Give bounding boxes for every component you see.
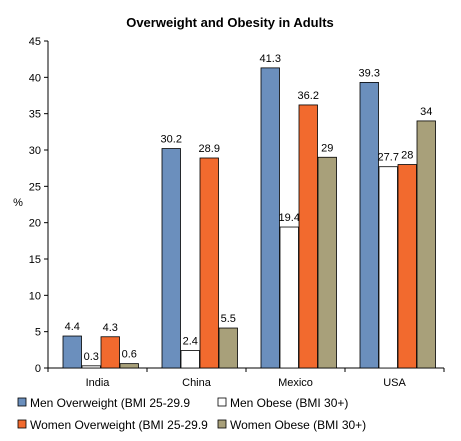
bar xyxy=(397,164,417,369)
data-label: 41.3 xyxy=(260,53,281,65)
bar xyxy=(161,148,181,369)
data-label: 30.2 xyxy=(161,134,182,146)
x-tick-label: USA xyxy=(383,377,406,389)
bar xyxy=(119,363,139,369)
bar xyxy=(260,67,280,369)
bar xyxy=(81,365,101,369)
legend-label: Men Obese (BMI 30+) xyxy=(230,396,348,410)
x-tick-label: Mexico xyxy=(278,377,313,389)
bar xyxy=(317,156,337,369)
x-tick-label: India xyxy=(86,377,111,389)
legend-label: Women Overweight (BMI 25-29.9 xyxy=(30,418,208,432)
data-label: 27.7 xyxy=(378,152,399,164)
bar xyxy=(100,336,120,369)
data-label: 2.4 xyxy=(183,336,198,348)
data-label: 0.3 xyxy=(84,351,99,363)
legend: Men Overweight (BMI 25-29.9 Men Obese (BM… xyxy=(17,396,366,432)
legend-swatch xyxy=(217,397,227,407)
bar xyxy=(199,157,219,369)
data-label: 29 xyxy=(321,142,333,154)
y-tick-label: 30 xyxy=(29,145,41,157)
data-label: 28 xyxy=(401,150,413,162)
legend-label: Women Obese (BMI 30+) xyxy=(230,418,366,432)
y-tick-label: 35 xyxy=(29,109,41,121)
legend-swatch xyxy=(217,419,227,429)
data-label: 36.2 xyxy=(298,90,319,102)
y-tick-label: 40 xyxy=(29,72,41,84)
bar xyxy=(62,335,82,369)
y-tick-label: 25 xyxy=(29,181,41,193)
data-label: 4.3 xyxy=(103,322,118,334)
bar xyxy=(378,166,398,369)
data-label: 19.4 xyxy=(279,212,300,224)
bar xyxy=(218,327,238,369)
y-tick-label: 15 xyxy=(29,254,41,266)
x-tick-label: China xyxy=(182,377,212,389)
data-label: 39.3 xyxy=(359,67,380,79)
bar xyxy=(359,82,379,369)
y-tick-label: 20 xyxy=(29,218,41,230)
data-label: 0.6 xyxy=(122,349,137,361)
data-label: 4.4 xyxy=(65,321,80,333)
legend-swatch xyxy=(17,397,27,407)
y-tick-label: 10 xyxy=(29,290,41,302)
data-label: 28.9 xyxy=(199,143,220,155)
legend-label: Men Overweight (BMI 25-29.9 xyxy=(30,396,190,410)
legend-swatch xyxy=(17,419,27,429)
bar xyxy=(298,104,318,369)
bar xyxy=(180,350,200,369)
bar xyxy=(416,120,436,369)
y-axis-label: % xyxy=(13,197,23,209)
plot-area: 0 5 10 15 20 25 30 35 40 45 India 4.4 0.3 4.3 0.6 China… xyxy=(29,36,445,389)
data-label: 5.5 xyxy=(221,313,236,325)
bar xyxy=(279,226,299,369)
chart-title: Overweight and Obesity in Adults xyxy=(126,15,334,30)
y-tick-label: 5 xyxy=(35,327,41,339)
y-tick-label: 45 xyxy=(29,36,41,48)
y-tick-label: 0 xyxy=(35,363,41,375)
data-label: 34 xyxy=(420,106,432,118)
